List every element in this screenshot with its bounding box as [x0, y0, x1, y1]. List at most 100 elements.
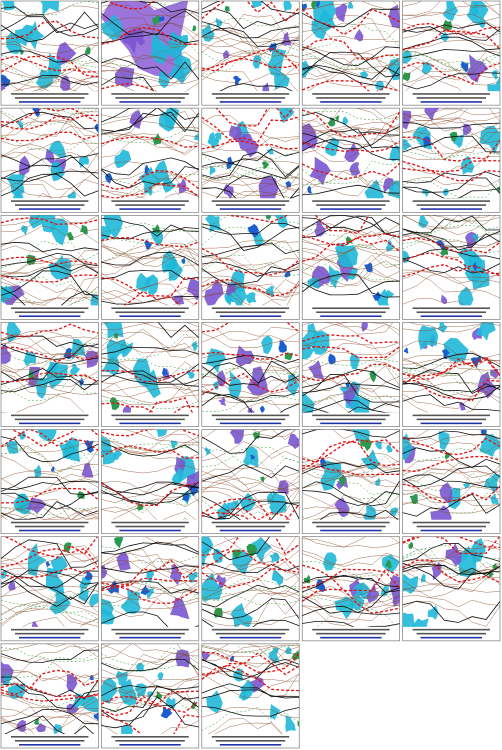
contour	[1, 217, 99, 225]
contour	[1, 604, 99, 624]
contour	[1, 135, 99, 151]
contour	[101, 483, 199, 496]
contour	[201, 156, 300, 181]
contour	[201, 643, 300, 665]
contour	[201, 148, 300, 165]
contour	[101, 686, 199, 713]
contour	[1, 44, 99, 54]
contour	[1, 370, 99, 388]
precip-core	[278, 340, 287, 353]
contour	[101, 111, 199, 136]
precip-area	[438, 431, 450, 451]
contour	[201, 331, 300, 343]
precip-area	[121, 724, 133, 734]
contour	[1, 720, 99, 734]
contour	[302, 473, 400, 489]
contour	[101, 450, 199, 460]
precip-area	[476, 372, 497, 399]
contour	[101, 251, 199, 266]
contour	[302, 480, 400, 507]
contour	[402, 29, 501, 51]
contour	[302, 490, 400, 506]
caption-mark	[111, 307, 189, 310]
contour	[1, 108, 99, 126]
contour	[302, 163, 400, 181]
precip-area	[420, 573, 426, 583]
precip-area	[157, 672, 164, 681]
contour	[101, 17, 199, 45]
contour	[201, 1, 300, 23]
contour	[201, 498, 300, 520]
contour	[1, 240, 99, 268]
contour	[402, 584, 501, 593]
contour	[402, 1, 501, 17]
contour	[1, 647, 99, 662]
precip-core	[315, 579, 326, 593]
contour	[201, 47, 300, 72]
contour	[201, 368, 300, 376]
contour	[201, 511, 286, 520]
contour	[207, 718, 283, 734]
contour	[302, 538, 400, 548]
contour	[1, 585, 99, 607]
contour	[201, 215, 300, 228]
precip-area	[375, 80, 384, 91]
precip-area	[129, 110, 144, 129]
caption-mark	[11, 93, 89, 95]
contour	[402, 121, 501, 129]
precip-core	[79, 224, 88, 235]
precip-core	[345, 381, 350, 389]
contour	[1, 55, 99, 78]
contour	[201, 645, 300, 657]
contour	[1, 170, 99, 182]
contour	[402, 595, 501, 608]
precip-area	[424, 108, 439, 122]
precip-core	[441, 349, 450, 360]
precip-core	[408, 541, 414, 549]
contour	[302, 334, 400, 344]
contour	[1, 276, 99, 293]
contour	[402, 564, 501, 576]
precip-core	[84, 440, 94, 453]
precip-area	[490, 494, 499, 505]
contour	[402, 382, 501, 393]
precip-area	[224, 291, 233, 306]
contour	[302, 441, 400, 470]
contour	[1, 153, 99, 168]
contour	[201, 8, 300, 30]
caption-mark	[416, 418, 486, 421]
contour	[402, 233, 501, 249]
contour	[302, 215, 400, 235]
caption-mark	[111, 93, 189, 95]
map-content	[1, 643, 99, 734]
contour	[302, 461, 400, 478]
map-content	[101, 643, 199, 734]
precip-area	[40, 1, 60, 16]
precip-area	[6, 32, 23, 55]
contour	[402, 24, 501, 39]
caption-mark	[119, 636, 181, 639]
caption-mark	[111, 200, 189, 202]
map-content	[302, 429, 400, 520]
precip-area	[366, 582, 380, 603]
precip-area	[402, 433, 414, 460]
contour	[402, 167, 501, 182]
precip-area	[466, 54, 489, 83]
contour	[402, 436, 501, 456]
map-panel	[402, 214, 501, 320]
contour	[1, 507, 99, 520]
precip-core	[360, 439, 372, 452]
contour	[201, 38, 300, 57]
contour	[201, 651, 300, 673]
precip-area	[472, 234, 479, 243]
contour	[1, 55, 99, 73]
precip-core	[334, 115, 340, 122]
precip-area	[422, 189, 429, 198]
contour	[101, 336, 199, 354]
precip-area	[430, 505, 452, 520]
contour	[101, 546, 199, 564]
contour	[101, 489, 199, 504]
contour	[101, 108, 199, 119]
precip-area	[67, 191, 76, 199]
